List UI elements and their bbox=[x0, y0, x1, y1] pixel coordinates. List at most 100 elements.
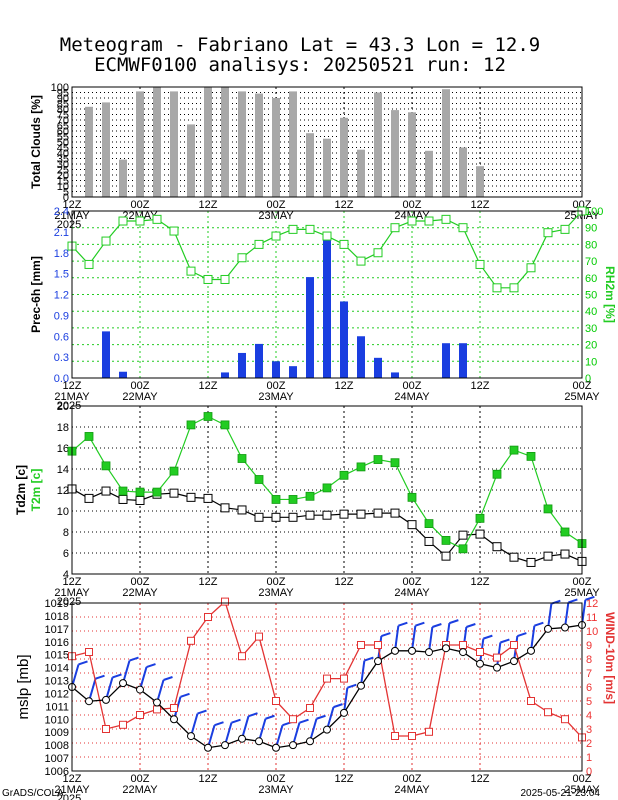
panel-temperature: 4 6 8 10 12 14 16 18 20 Td2m [c] T2m [c] 12Z 00Z 12Z 0… bbox=[14, 401, 600, 608]
t2m-point bbox=[356, 462, 366, 472]
x-tick-label: 12Z bbox=[335, 773, 354, 785]
x-tick-label: 12Z bbox=[471, 576, 490, 588]
x-tick-label: 00Z bbox=[267, 380, 286, 392]
x-year-label: 2025 bbox=[57, 793, 81, 800]
wind-barb-flag bbox=[364, 656, 374, 662]
t2m-point bbox=[424, 519, 434, 528]
mslp-point bbox=[391, 646, 399, 655]
y2-tick-label: 3 bbox=[586, 724, 592, 736]
y-tick-label: 8 bbox=[63, 527, 69, 539]
footer-left: GrADS/COLA bbox=[2, 788, 64, 799]
t2m-point bbox=[407, 492, 417, 502]
x-tick-label: 12Z bbox=[335, 380, 354, 392]
wind-point bbox=[119, 720, 127, 729]
mslp-point bbox=[306, 737, 314, 746]
t2m-point bbox=[186, 420, 196, 430]
y-tick-label: 14 bbox=[57, 464, 69, 476]
wind-point bbox=[306, 704, 314, 712]
t2m-point bbox=[543, 504, 553, 514]
cloud-bar bbox=[289, 91, 297, 197]
td2m-point bbox=[203, 493, 213, 503]
rh-point bbox=[135, 216, 145, 226]
y2-tick-label: 9 bbox=[586, 640, 592, 652]
y-axis-label: mslp [mb] bbox=[15, 654, 32, 719]
t2m-point bbox=[271, 495, 281, 504]
y-tick-label: 90 bbox=[57, 93, 69, 105]
y2-tick-label: 12 bbox=[586, 598, 598, 610]
mslp-point bbox=[374, 657, 382, 666]
cloud-bar bbox=[442, 89, 450, 197]
x-tick-label: 00Z bbox=[403, 576, 422, 588]
wind-barb-flag bbox=[466, 623, 476, 628]
y-tick-label: 80 bbox=[57, 104, 69, 116]
rh-point bbox=[322, 231, 332, 241]
x-date-label: 25MAY bbox=[564, 391, 600, 403]
x-date-label: 24MAY bbox=[394, 587, 430, 599]
y-tick-label: 6 bbox=[63, 548, 69, 560]
y-tick-label: 10 bbox=[57, 181, 69, 193]
wind-barb-flag bbox=[316, 714, 326, 720]
y2-tick-label: 80 bbox=[585, 239, 597, 251]
wind-point bbox=[527, 697, 535, 705]
wind-point bbox=[510, 641, 518, 649]
wind-point bbox=[238, 652, 246, 661]
td2m-point bbox=[135, 496, 145, 505]
wind-point bbox=[204, 613, 212, 621]
panel-frame bbox=[71, 86, 583, 198]
y-tick-label: 0.6 bbox=[54, 331, 69, 343]
title-line-2: ECMWF0100 analisys: 20250521 run: 12 bbox=[94, 54, 506, 76]
rh-point bbox=[152, 214, 162, 224]
cloud-bar bbox=[221, 87, 229, 197]
x-tick-label: 00Z bbox=[131, 199, 150, 211]
td2m-point bbox=[169, 488, 179, 498]
td2m-point bbox=[424, 536, 434, 546]
rh-point bbox=[492, 283, 502, 293]
mslp-point bbox=[272, 743, 280, 752]
x-date-label: 25MAY bbox=[564, 587, 600, 599]
t2m-point bbox=[509, 445, 519, 455]
y-tick-label: 1010 bbox=[45, 714, 69, 726]
x-date-label: 24MAY bbox=[394, 391, 430, 403]
x-tick-label: 00Z bbox=[573, 380, 592, 392]
cloud-bar bbox=[408, 112, 416, 197]
mslp-point bbox=[493, 663, 501, 672]
rh-point bbox=[475, 259, 485, 269]
t2m-point bbox=[118, 486, 128, 496]
x-tick-label: 00Z bbox=[573, 773, 592, 785]
cloud-bar bbox=[238, 91, 246, 197]
mslp-point bbox=[340, 708, 348, 717]
x-tick-label: 12Z bbox=[199, 199, 218, 211]
mslp-point bbox=[221, 741, 229, 750]
cloud-bar bbox=[187, 124, 195, 197]
mslp-point bbox=[102, 695, 110, 704]
y-axis-label: Total Clouds [%] bbox=[29, 95, 43, 189]
y-tick-label: 15 bbox=[57, 176, 69, 188]
wind-barb-flag bbox=[432, 623, 442, 628]
y-tick-label: 85 bbox=[57, 99, 69, 111]
wind-barb bbox=[581, 599, 587, 626]
precip-bar bbox=[221, 372, 229, 378]
wind-point bbox=[544, 708, 552, 717]
precip-bar bbox=[102, 331, 110, 378]
cloud-bar bbox=[136, 91, 144, 197]
td2m-point bbox=[118, 494, 128, 504]
wind-barb-flag bbox=[347, 683, 357, 689]
precip-bar bbox=[442, 343, 450, 378]
y-tick-label: 4 bbox=[63, 569, 69, 581]
x-date-label: 22MAY bbox=[122, 784, 158, 796]
wind-barb bbox=[530, 625, 536, 651]
wind-point bbox=[153, 705, 161, 714]
cloud-bar bbox=[340, 117, 348, 197]
td2m-point bbox=[509, 552, 519, 562]
cloud-bar bbox=[204, 87, 212, 197]
rh-point bbox=[118, 216, 128, 226]
mslp-point bbox=[544, 624, 552, 633]
wind-barb bbox=[428, 626, 434, 653]
precip-bar bbox=[255, 343, 263, 378]
wind-barb-flag bbox=[231, 718, 241, 724]
rh-point bbox=[407, 216, 417, 226]
rh-point bbox=[458, 223, 468, 233]
mslp-point bbox=[323, 725, 331, 734]
y-axis-label: Td2m [c] bbox=[14, 465, 28, 515]
wind-barb-flag bbox=[78, 660, 88, 666]
